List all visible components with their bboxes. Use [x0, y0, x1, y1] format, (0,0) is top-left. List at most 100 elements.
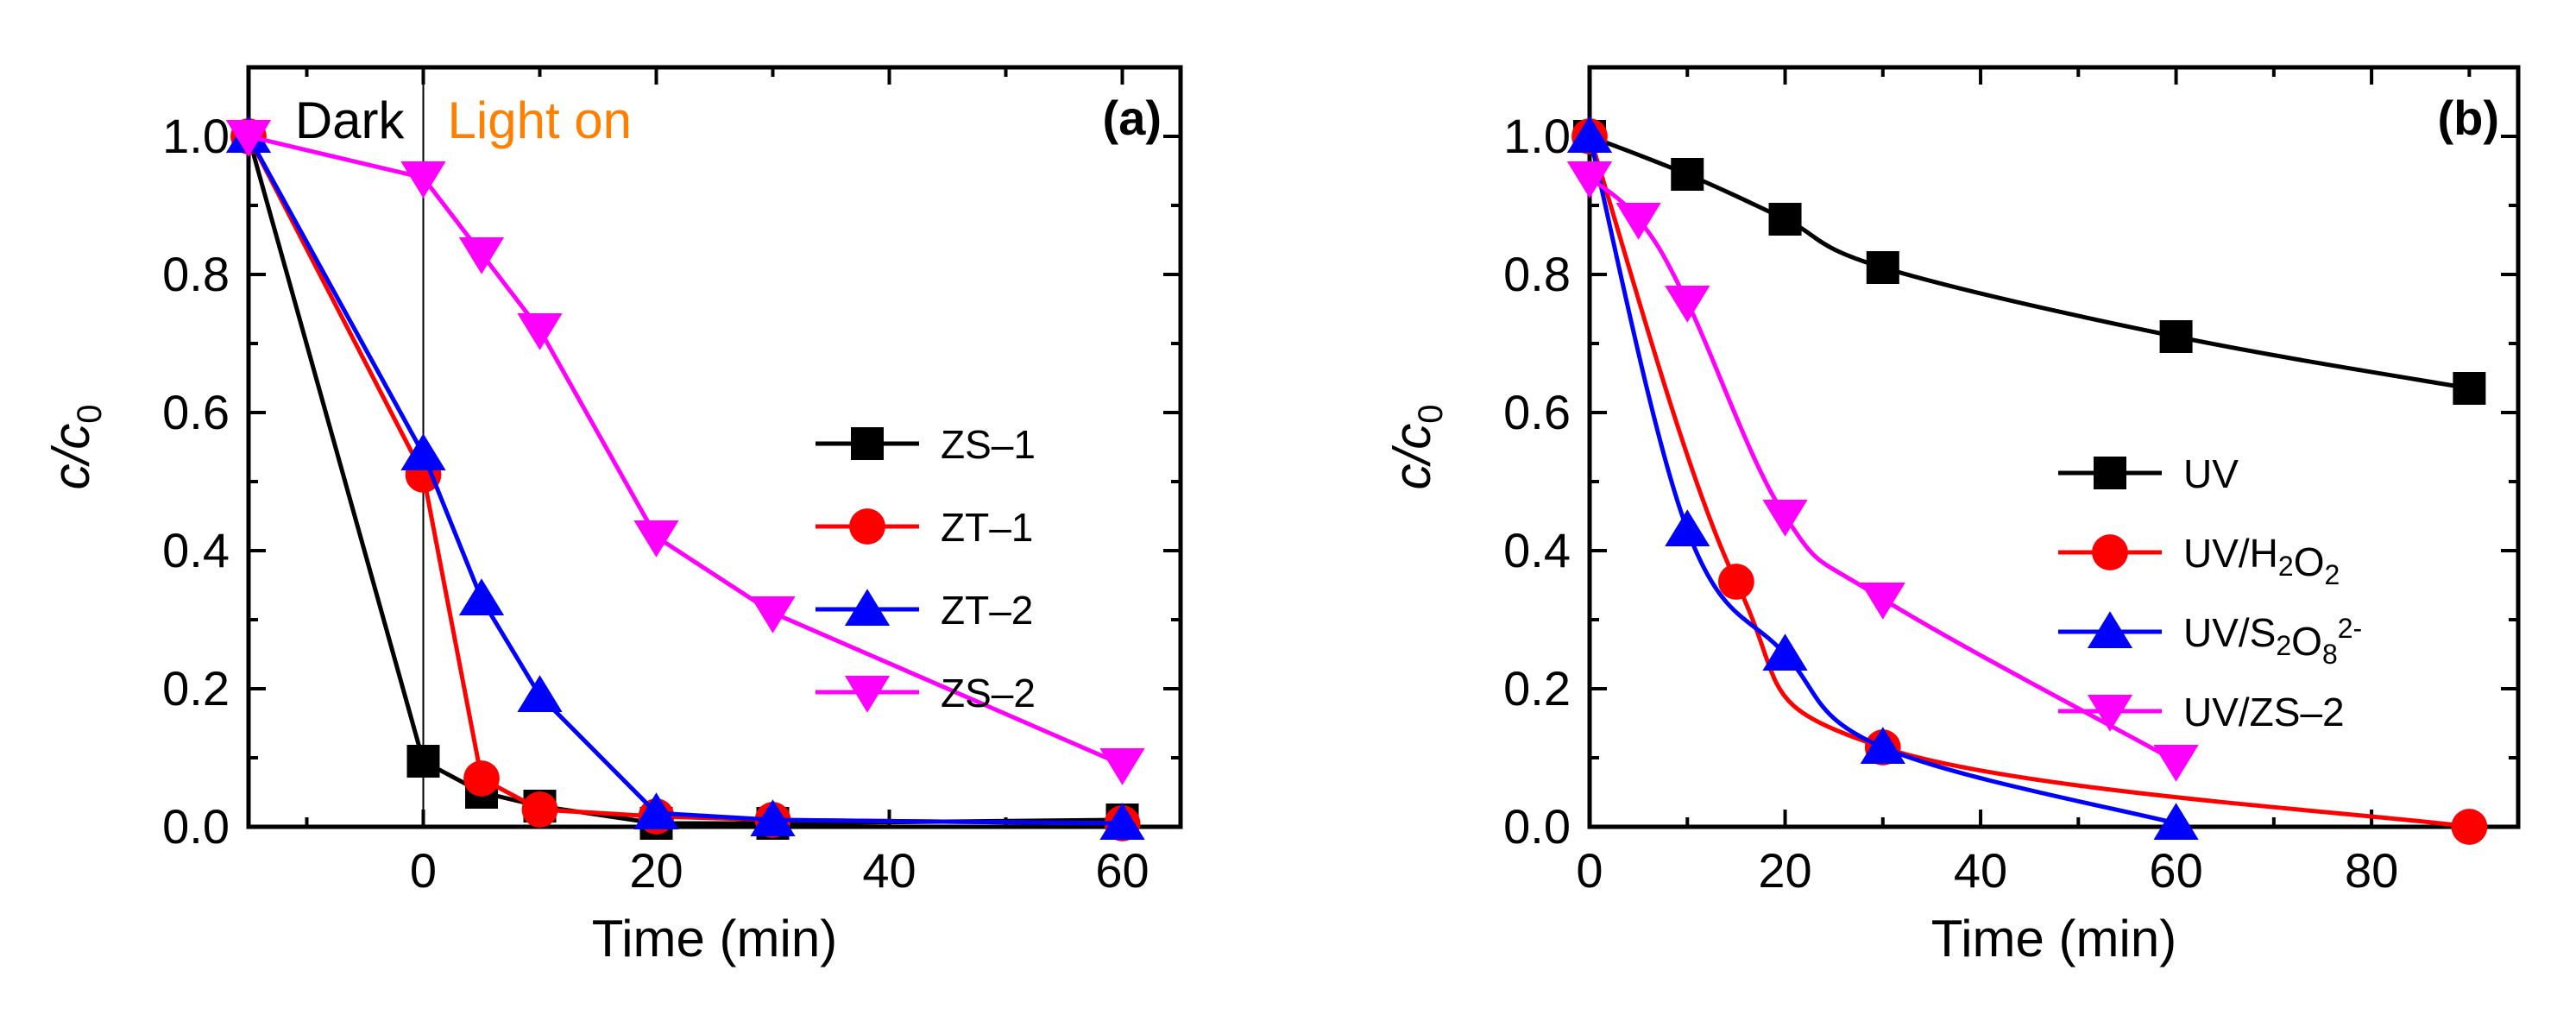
y-tick-label: 0.8 — [162, 247, 230, 301]
data-point — [517, 675, 563, 712]
y-tick-label: 1.0 — [1503, 109, 1571, 163]
x-tick-label: 0 — [1576, 843, 1603, 898]
data-point — [2451, 809, 2488, 845]
y-tick-label: 0.0 — [162, 799, 230, 854]
data-point — [1665, 509, 1710, 546]
y-tick-label: 0.8 — [1503, 247, 1571, 301]
legend-marker — [2087, 695, 2133, 732]
legend-label: UV/S2O82- — [2183, 610, 2362, 670]
series-0 — [232, 120, 1139, 840]
data-point — [1762, 633, 1808, 671]
legend-marker — [851, 427, 884, 460]
legend-marker — [2087, 611, 2133, 648]
data-point — [1099, 748, 1145, 785]
y-tick-label: 0.4 — [162, 523, 230, 577]
legend-label: ZS–1 — [941, 422, 1036, 467]
legend-label: UV/ZS–2 — [2183, 690, 2345, 734]
series-line — [1589, 134, 2470, 391]
series-1 — [230, 118, 1141, 841]
y-tick-label: 0.6 — [1503, 385, 1571, 439]
data-point — [521, 791, 558, 828]
data-point — [517, 313, 563, 350]
data-point — [1762, 500, 1808, 537]
data-point — [400, 161, 446, 199]
data-point — [1665, 286, 1710, 323]
y-axis-title: c/c0 — [42, 405, 109, 490]
series-1 — [1571, 118, 2488, 845]
x-tick-label: 0 — [410, 843, 437, 898]
y-tick-label: 0.2 — [162, 661, 230, 715]
plot-frame — [1587, 65, 2521, 829]
data-point — [400, 433, 446, 470]
y-tick-label: 0.6 — [162, 385, 230, 439]
panel-label: (b) — [2437, 91, 2499, 145]
legend-label: UV/H2O2 — [2183, 531, 2340, 590]
plot-frame — [246, 65, 1183, 829]
data-point — [1671, 158, 1704, 191]
legend-marker — [2092, 534, 2128, 570]
legend-label: ZT–1 — [941, 505, 1033, 550]
x-axis-title: Time (min) — [592, 910, 837, 967]
data-point — [1616, 203, 1661, 240]
legend-marker — [849, 508, 885, 545]
data-point — [225, 120, 272, 157]
data-point — [750, 799, 796, 836]
x-tick-label: 20 — [1758, 843, 1811, 898]
x-tick-label: 60 — [2149, 843, 2202, 898]
x-tick-label: 40 — [1954, 843, 2007, 898]
data-point — [458, 578, 505, 615]
data-point — [463, 760, 500, 797]
y-axis-title: c/c0 — [1383, 405, 1450, 490]
legend-marker — [844, 589, 891, 626]
legend-label: ZT–2 — [941, 588, 1033, 633]
data-point — [406, 745, 440, 778]
data-point — [1860, 727, 1905, 764]
data-point — [1099, 803, 1145, 840]
series-3 — [225, 120, 1145, 785]
legend-marker — [2094, 457, 2126, 489]
panel-label: (a) — [1103, 91, 1162, 145]
series-2 — [225, 116, 1145, 840]
x-tick-label: 80 — [2345, 843, 2398, 898]
data-point — [1566, 116, 1613, 153]
data-point — [1717, 564, 1754, 600]
data-point — [633, 520, 679, 558]
series-line — [1587, 136, 2177, 826]
data-point — [1566, 161, 1613, 199]
data-point — [1768, 203, 1802, 236]
legend-marker — [844, 676, 891, 713]
data-point — [1866, 251, 1899, 284]
panel-b: 0.0 0.2 0.4 0.6 0.8 1.0 0 20 40 60 80 Time (min) c/c… — [1383, 65, 2521, 967]
y-tick-label: 0.4 — [1503, 523, 1571, 577]
series-line — [246, 135, 1123, 826]
series-0 — [1573, 120, 2486, 405]
legend-label: UV — [2183, 451, 2239, 496]
legend: ZS–1 ZT–1 ZT–2 ZS–2 — [816, 422, 1036, 715]
x-tick-label: 20 — [629, 843, 683, 898]
series-line — [246, 136, 1123, 826]
data-point — [750, 596, 796, 633]
data-point — [2159, 320, 2193, 353]
data-point — [2153, 745, 2199, 782]
legend: UV UV/H2O2 UV/S2O82- UV/ZS–2 — [2058, 451, 2362, 734]
x-tick-label: 60 — [1095, 843, 1149, 898]
data-point — [458, 237, 505, 274]
x-tick-label: 40 — [862, 843, 916, 898]
legend-label: ZS–2 — [941, 671, 1036, 715]
y-tick-label: 0.2 — [1503, 661, 1571, 715]
y-tick-label: 0.0 — [1503, 799, 1571, 854]
y-tick-label: 1.0 — [162, 109, 230, 163]
panel-a: 0.0 0.2 0.4 0.6 0.8 1.0 0 20 40 60 Time (min) c/c0 (… — [42, 65, 1183, 967]
data-point — [2153, 803, 2199, 840]
data-point — [1860, 583, 1905, 620]
data-point — [633, 792, 679, 829]
series-line — [246, 135, 1123, 826]
series-2 — [1566, 116, 2199, 840]
x-axis-title: Time (min) — [1931, 910, 2176, 967]
data-point — [2453, 372, 2486, 405]
series-3 — [1566, 161, 2199, 782]
dark-annotation: Dark — [295, 91, 406, 149]
light-on-annotation: Light on — [448, 91, 633, 149]
series-line — [1587, 136, 2470, 829]
